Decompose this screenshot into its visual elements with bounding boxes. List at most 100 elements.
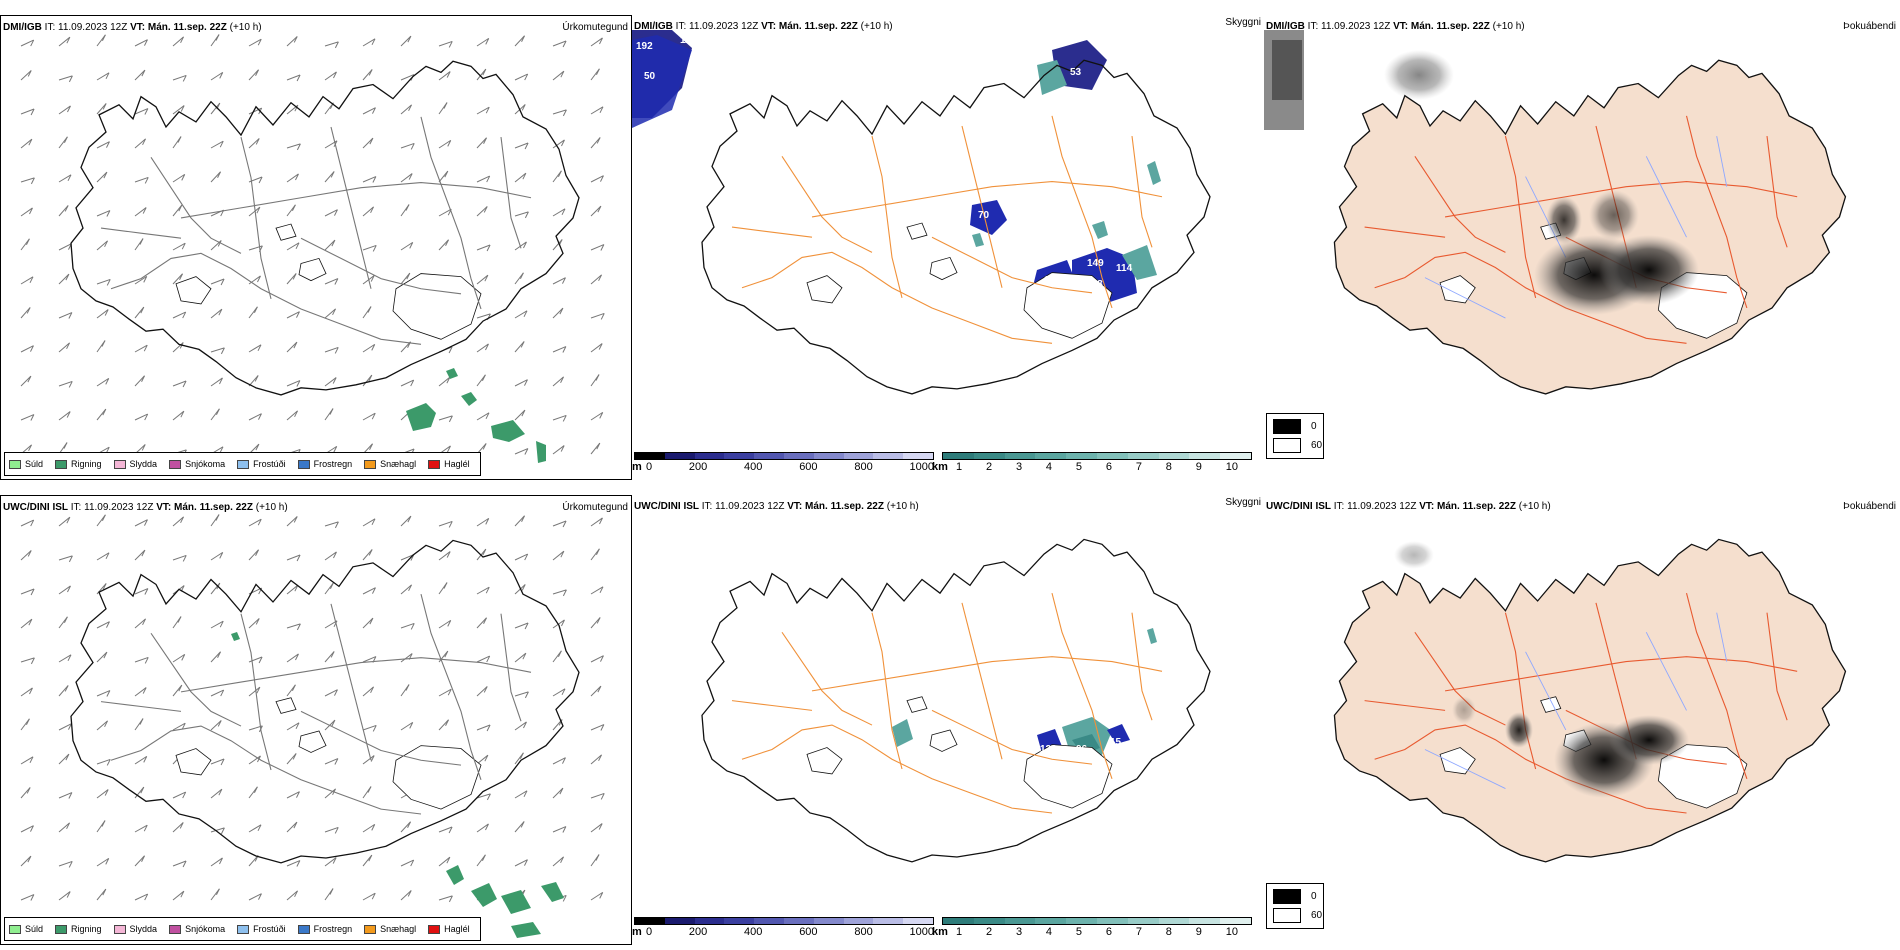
wind-barb: [248, 518, 262, 527]
ceiling-colorbar: m 0 200 400 600 800 1000: [632, 917, 934, 938]
road-line: [100, 701, 182, 712]
wind-barb: [438, 650, 449, 663]
wind-barb: [134, 824, 148, 833]
cloud-visibility-panel-top: DMI/IGB IT: 11.09.2023 12Z VT: Mán. 11.s…: [632, 15, 1264, 480]
wind-barb: [58, 616, 68, 629]
wind-barb: [58, 205, 69, 217]
wind-barb: [362, 206, 375, 217]
legend-item: Frostúði: [237, 459, 292, 469]
wind-barb: [210, 620, 224, 629]
wind-barb: [58, 860, 73, 868]
wind-barb: [58, 723, 72, 731]
legend-swatch: [1273, 908, 1301, 923]
wind-barb: [96, 857, 110, 867]
wind-barb: [324, 888, 334, 901]
wind-barb: [58, 822, 71, 833]
wind-barb: [324, 308, 337, 319]
panel-title: UWC/DINI ISL IT: 11.09.2023 12Z VT: Mán.…: [634, 501, 919, 512]
wind-barb: [134, 588, 149, 595]
road-line: [1131, 136, 1153, 248]
wind-barb: [20, 345, 34, 353]
legend-swatch: [9, 924, 21, 934]
wind-barb: [476, 793, 491, 801]
legend-swatch: [1273, 419, 1301, 434]
wind-barb: [400, 890, 412, 901]
wind-barb: [58, 792, 73, 799]
wind-barb: [590, 343, 603, 353]
ceiling-value-label: 114: [1116, 263, 1133, 274]
wind-barb: [172, 273, 183, 285]
wind-barb: [400, 653, 413, 663]
legend-swatch: [169, 924, 182, 934]
wind-barb: [134, 549, 146, 561]
wind-barb: [552, 170, 562, 183]
wind-barb: [324, 551, 337, 561]
wind-barb: [438, 520, 453, 528]
wind-barb: [590, 374, 600, 387]
wind-barb: [96, 309, 109, 319]
wind-barb: [324, 408, 334, 421]
wind-barb: [362, 412, 376, 421]
wind-barb: [438, 719, 449, 731]
wind-barb: [286, 623, 301, 631]
wind-barb: [324, 651, 335, 663]
wind-barb: [552, 589, 567, 597]
road-line: [500, 613, 522, 722]
wind-barb: [438, 826, 453, 834]
wind-barb: [58, 685, 69, 697]
road-line: [180, 657, 532, 693]
wind-barb: [20, 70, 32, 81]
wind-barb: [172, 791, 187, 799]
precip-map: [20, 514, 605, 938]
wind-barb: [590, 244, 605, 251]
fog-indicator-panel-bottom: UWC/DINI ISL IT: 11.09.2023 12Z VT: Mán.…: [1264, 495, 1900, 945]
legend-item: Snæhagl: [364, 459, 422, 469]
wind-barb: [20, 177, 35, 185]
wind-barb: [172, 380, 187, 388]
wind-barb: [438, 551, 451, 561]
wind-barb: [476, 244, 491, 252]
wind-barb: [476, 754, 489, 765]
wind-barb: [210, 888, 220, 901]
panel-title: DMI/IGB IT: 11.09.2023 12Z VT: Mán. 11.s…: [634, 21, 893, 32]
wind-barb: [20, 756, 34, 765]
panel-title: UWC/DINI ISL IT: 11.09.2023 12Z VT: Mán.…: [3, 502, 288, 513]
legend-item: Súld: [9, 924, 49, 934]
wind-barb: [134, 108, 149, 115]
wind-barb: [476, 686, 488, 697]
wind-barb: [286, 273, 297, 285]
wind-barb: [58, 105, 71, 115]
wind-barb: [20, 375, 32, 387]
legend-swatch: [237, 459, 250, 469]
legend-item: Frostúði: [237, 924, 292, 934]
legend-swatch: [1273, 438, 1301, 453]
panel-title: DMI/IGB IT: 11.09.2023 12Z VT: Mán. 11.s…: [3, 22, 262, 33]
wind-barb: [400, 584, 413, 595]
wind-barb: [552, 787, 564, 799]
legend-item: Súld: [9, 459, 49, 469]
wind-barb: [20, 138, 33, 149]
wind-barb: [286, 74, 301, 82]
wind-barb: [286, 204, 296, 217]
wind-barb: [400, 379, 415, 387]
wind-barb: [514, 553, 529, 561]
wind-barb: [20, 414, 35, 421]
wind-barb: [400, 272, 411, 285]
wind-barb: [362, 518, 376, 527]
wind-barb: [476, 586, 490, 595]
wind-barb: [248, 855, 259, 867]
wind-barb: [362, 137, 374, 149]
glacier-outline: [1540, 696, 1562, 713]
wind-barb: [552, 376, 565, 387]
wind-barb: [514, 341, 525, 353]
glacier-outline: [298, 730, 327, 753]
legend-item: Slydda: [113, 459, 164, 469]
wind-barb: [590, 754, 603, 765]
wind-barb: [324, 521, 339, 529]
fog-legend: 0 60: [1266, 413, 1324, 459]
glacier-outline: [929, 256, 958, 281]
glacier-outline: [906, 222, 928, 240]
wind-barb: [324, 758, 339, 765]
wind-barb: [96, 210, 111, 217]
wind-barb: [324, 826, 339, 834]
